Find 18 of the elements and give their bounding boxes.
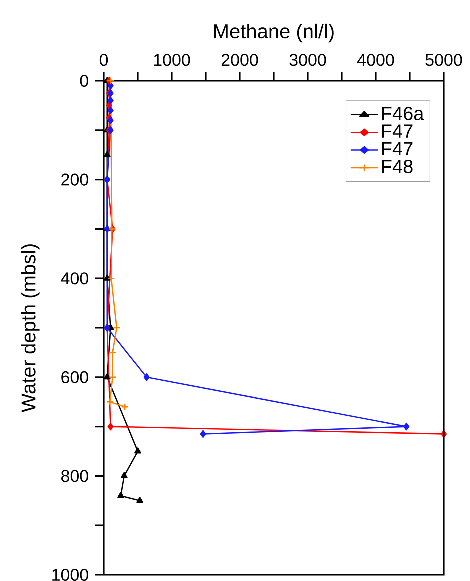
legend-label: F46a	[382, 106, 424, 120]
legend-label: F47	[382, 124, 413, 138]
legend-label: F47	[382, 142, 413, 156]
x-tick-label: 5000	[426, 54, 462, 66]
y-axis-title: Water depth (mbsl)	[21, 244, 40, 413]
y-tick-label: 400	[61, 272, 88, 285]
x-tick-label: 4000	[357, 54, 394, 66]
y-tick-label: 1000	[52, 568, 88, 581]
y-tick-label: 200	[62, 174, 88, 186]
x-tick-label: 1000	[154, 54, 190, 66]
x-axis-title: Methane (nl/l)	[214, 24, 334, 43]
x-tick-label: 3000	[290, 54, 326, 66]
x-tick-label: 0	[100, 54, 108, 66]
y-tick-label: 0	[80, 74, 88, 88]
y-tick-label: 600	[62, 371, 88, 384]
y-tick-label: 800	[62, 470, 88, 482]
legend-label: F48	[382, 160, 413, 174]
x-tick-label: 2000	[222, 54, 258, 66]
